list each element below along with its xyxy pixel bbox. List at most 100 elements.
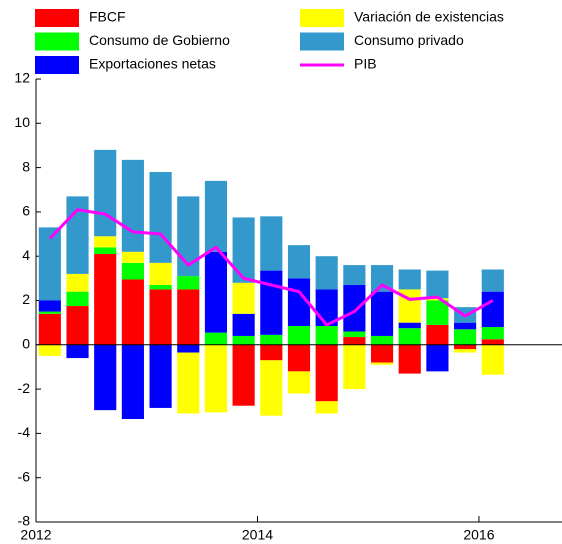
legend-swatch [35,9,79,27]
bar-segment [204,344,228,413]
bar-segment [204,251,228,333]
bar-segment [149,344,172,408]
bar-segment [260,216,283,271]
bar-segment [287,325,311,345]
line [48,208,494,327]
bar-segment [121,344,144,420]
bar-segment [149,262,172,285]
bar-segment [343,284,366,332]
y-tick-label: -4 [18,424,31,440]
legend-label: Variación de existencias [354,9,504,25]
bar-segment [66,273,89,292]
legend-swatch [300,32,344,51]
y-tick-label: -8 [18,513,31,529]
bar-segment [121,262,144,280]
bar-segment [315,344,338,402]
bar-segment [398,344,421,374]
bar-segment [94,247,117,254]
bar-segment [260,344,283,361]
y-tick-label: 0 [22,336,30,352]
legend-label: Consumo privado [354,32,464,48]
bar-segment [232,313,255,336]
y-tick-label: -2 [18,380,31,396]
bar-segment [426,324,449,345]
bar-segment [481,344,504,375]
bar-segment [454,329,477,345]
bar-segment [287,344,311,372]
bar-segment [343,331,366,338]
bar-segment [315,256,338,290]
x-tick-label: 2016 [463,527,494,543]
bar-segment [398,269,421,290]
bar-segment [370,291,394,336]
bar-segment [94,149,117,237]
y-tick-label: -6 [18,468,31,484]
legend-label: Exportaciones netas [89,56,216,72]
bar-segment [66,344,89,359]
bar-segment [38,311,61,314]
bar-segment [177,196,200,277]
bar-segment [232,217,255,283]
bar-segment [38,344,61,356]
bar-segment [481,327,504,340]
y-tick-label: 8 [22,158,30,174]
bar-segment [149,172,172,263]
bar-segment [454,322,477,330]
bar-segment [94,253,117,345]
bar-segment [370,265,394,292]
bar-segment [121,159,144,252]
bar-segment [370,362,394,365]
legend-swatch [35,32,79,51]
bar-segment [370,344,394,363]
bar-segment [260,270,283,335]
y-tick-label: 2 [22,291,30,307]
bar-segment [454,344,477,350]
bar-segment [426,298,449,301]
bar-segment [343,265,366,285]
bar-segment [315,325,338,345]
bar-segment [232,335,255,345]
bar-segment [343,344,366,390]
bar-segment [426,300,449,325]
bar-segment [94,344,117,411]
bar-segment [260,360,283,416]
bar-segment [481,339,504,345]
bar-segment [177,352,200,414]
bar-segment [66,196,89,274]
x-tick-label: 2014 [242,527,273,543]
bar-segment [149,289,172,345]
bar-segment [481,269,504,292]
bar-segment [177,344,200,353]
bar-segment [66,306,89,345]
bar-segment [426,270,449,299]
bar-segment [121,279,144,345]
bar-segment [343,337,366,345]
legend-label: Consumo de Gobierno [89,32,230,48]
bar-segment [315,401,338,414]
y-tick-label: 12 [14,70,30,86]
bar-segment [398,322,421,329]
legend-label: PIB [354,56,377,72]
bar-segment [454,349,477,353]
legend-swatch [35,56,79,74]
y-tick-label: 6 [22,203,30,219]
bar-segment [232,344,255,406]
bar-segment [232,282,255,314]
x-tick-label: 2012 [20,527,51,543]
bar-segment [121,251,144,263]
bar-segment [177,276,200,290]
bar-segment [204,332,228,345]
bar-segment [149,284,172,290]
bar-segment [287,371,311,394]
legend-label: FBCF [89,9,126,25]
legend-swatch [300,9,344,27]
bar-segment [38,313,61,345]
bar-segment [94,236,117,248]
bar-segment [38,300,61,312]
bar-segment [177,289,200,345]
bar-segment [398,328,421,345]
bar-segment [38,227,61,301]
y-tick-label: 10 [14,114,30,130]
bar-segment [66,291,89,307]
